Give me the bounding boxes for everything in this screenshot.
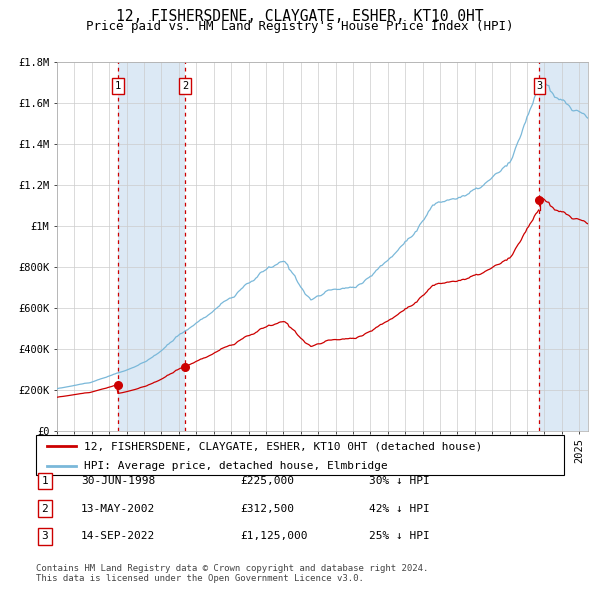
Text: 3: 3	[536, 81, 542, 91]
Bar	[118, 62, 185, 431]
Text: 30-JUN-1998: 30-JUN-1998	[81, 476, 155, 486]
Text: 3: 3	[41, 532, 49, 541]
Bar	[539, 62, 588, 431]
Text: 12, FISHERSDENE, CLAYGATE, ESHER, KT10 0HT: 12, FISHERSDENE, CLAYGATE, ESHER, KT10 0…	[116, 9, 484, 24]
Text: 30% ↓ HPI: 30% ↓ HPI	[369, 476, 430, 486]
Text: 1: 1	[115, 81, 121, 91]
Text: 12, FISHERSDENE, CLAYGATE, ESHER, KT10 0HT (detached house): 12, FISHERSDENE, CLAYGATE, ESHER, KT10 0…	[83, 441, 482, 451]
Text: Price paid vs. HM Land Registry's House Price Index (HPI): Price paid vs. HM Land Registry's House …	[86, 20, 514, 33]
Text: Contains HM Land Registry data © Crown copyright and database right 2024.
This d: Contains HM Land Registry data © Crown c…	[36, 563, 428, 583]
Text: HPI: Average price, detached house, Elmbridge: HPI: Average price, detached house, Elmb…	[83, 461, 387, 471]
Text: 14-SEP-2022: 14-SEP-2022	[81, 532, 155, 541]
Text: £225,000: £225,000	[240, 476, 294, 486]
Text: 1: 1	[41, 476, 49, 486]
Text: 2: 2	[182, 81, 188, 91]
Text: 13-MAY-2002: 13-MAY-2002	[81, 504, 155, 513]
Text: £312,500: £312,500	[240, 504, 294, 513]
Text: 42% ↓ HPI: 42% ↓ HPI	[369, 504, 430, 513]
FancyBboxPatch shape	[36, 435, 564, 475]
Text: 2: 2	[41, 504, 49, 513]
Text: £1,125,000: £1,125,000	[240, 532, 308, 541]
Text: 25% ↓ HPI: 25% ↓ HPI	[369, 532, 430, 541]
